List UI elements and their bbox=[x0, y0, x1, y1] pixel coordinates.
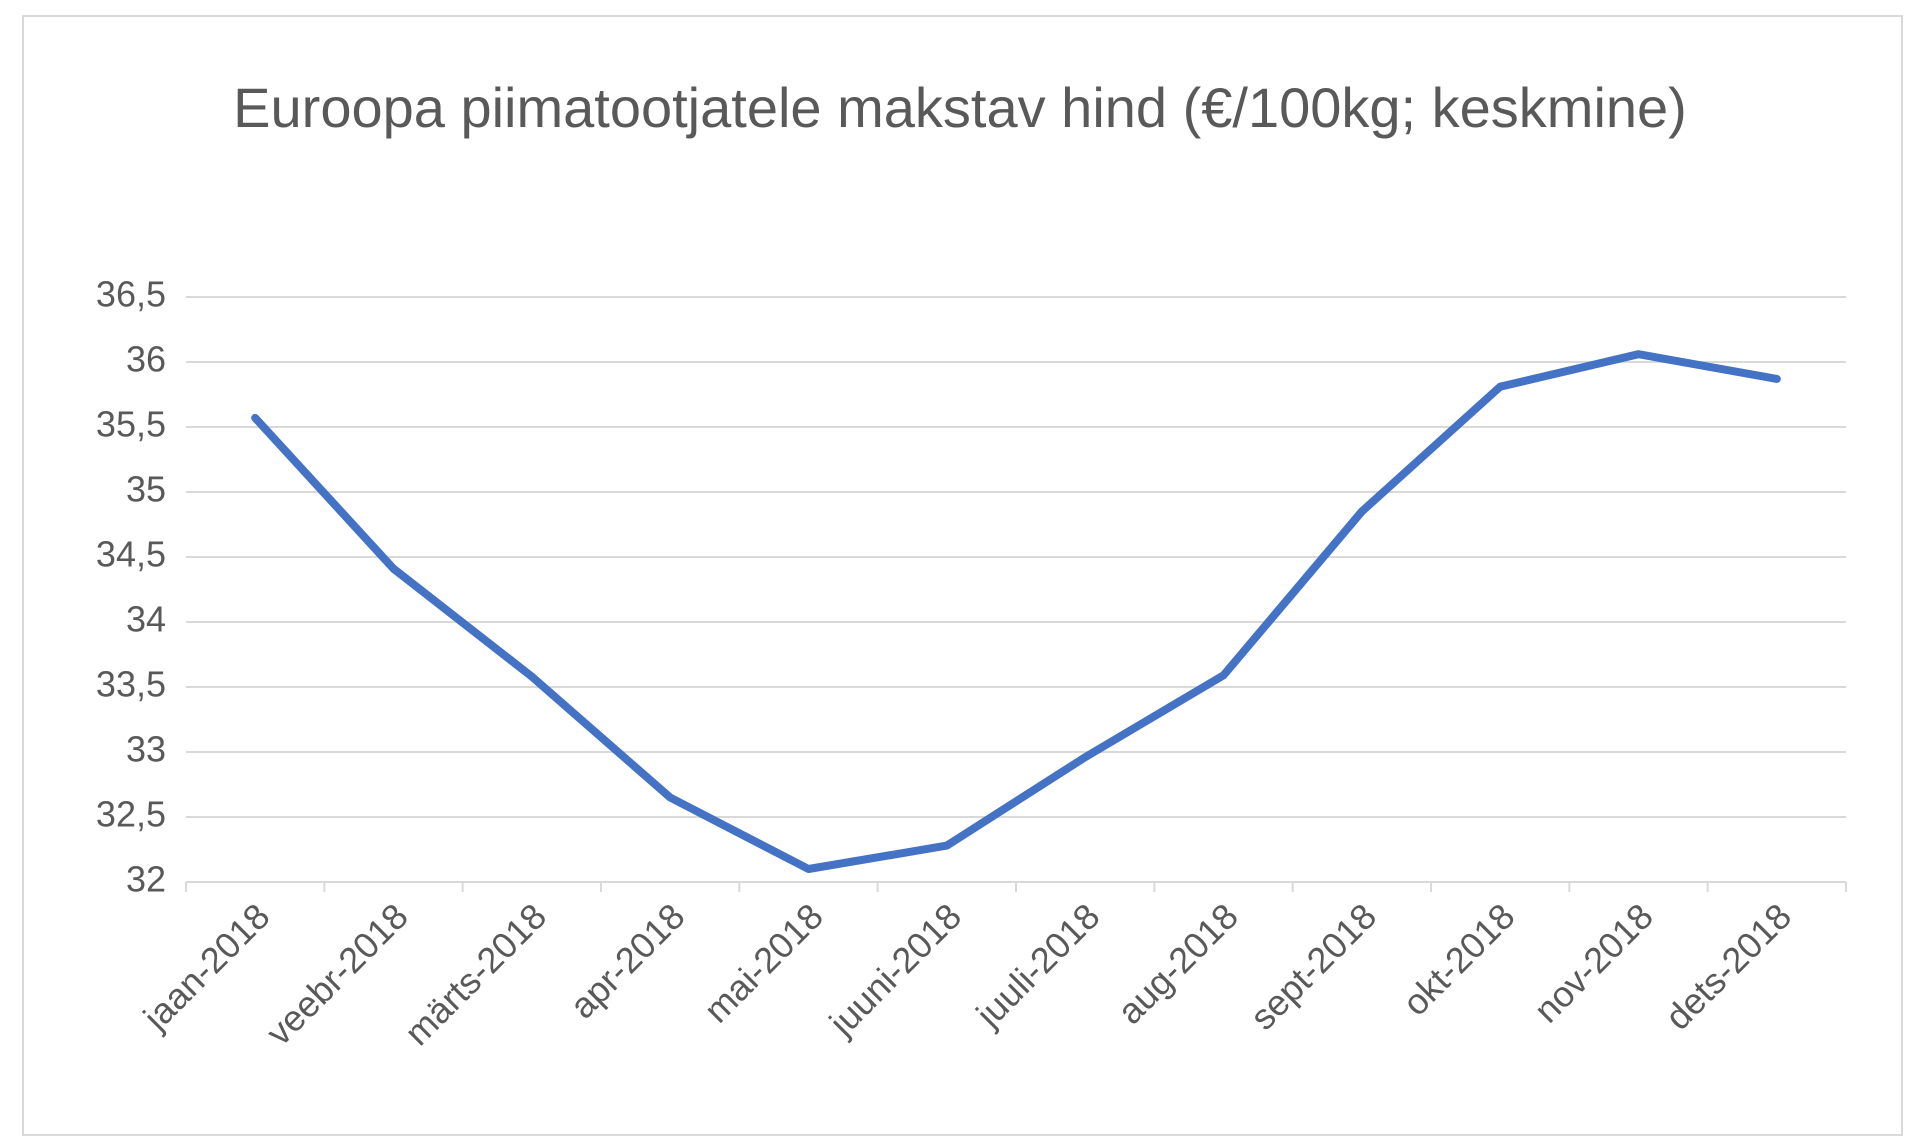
x-tick-label: mai-2018 bbox=[696, 895, 831, 1030]
x-tick-label: juuli-2018 bbox=[967, 895, 1107, 1035]
y-tick-label: 36,5 bbox=[96, 274, 166, 315]
y-tick-label: 35,5 bbox=[96, 404, 166, 445]
y-tick-label: 32 bbox=[126, 859, 166, 900]
y-tick-label: 32,5 bbox=[96, 794, 166, 835]
x-tick-label: juuni-2018 bbox=[821, 895, 970, 1044]
y-tick-label: 34 bbox=[126, 599, 166, 640]
x-tick-label: okt-2018 bbox=[1394, 895, 1522, 1023]
x-tick-label: aug-2018 bbox=[1109, 895, 1246, 1032]
x-tick-label: apr-2018 bbox=[562, 895, 693, 1026]
x-tick-label: nov-2018 bbox=[1526, 895, 1661, 1030]
y-tick-label: 33,5 bbox=[96, 664, 166, 705]
y-tick-label: 35 bbox=[126, 469, 166, 510]
x-tick-label: dets-2018 bbox=[1657, 895, 1799, 1037]
chart-title: Euroopa piimatootjatele makstav hind (€/… bbox=[233, 76, 1687, 139]
x-tick-label: jaan-2018 bbox=[135, 895, 278, 1038]
y-tick-label: 33 bbox=[126, 729, 166, 770]
y-tick-label: 34,5 bbox=[96, 534, 166, 575]
chart-frame bbox=[22, 15, 1903, 1136]
x-tick-label: veebr-2018 bbox=[258, 895, 416, 1053]
x-tick-label: sept-2018 bbox=[1242, 895, 1384, 1037]
data-line bbox=[251, 350, 1781, 873]
y-tick-label: 36 bbox=[126, 339, 166, 380]
x-tick-label: märts-2018 bbox=[396, 895, 554, 1053]
